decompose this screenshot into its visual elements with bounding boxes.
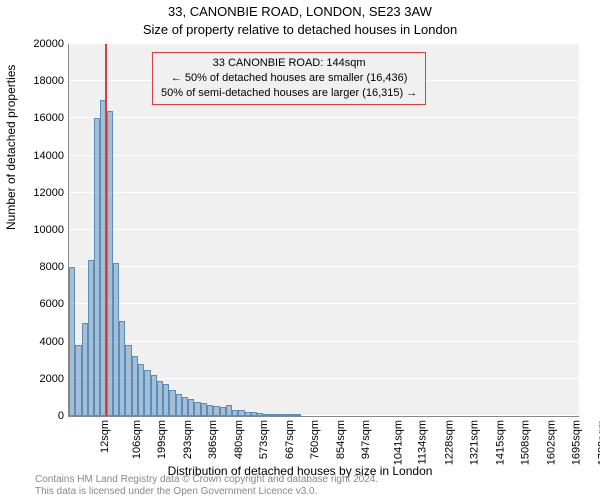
- histogram-bar: [295, 414, 301, 416]
- y-tick-label: 18000: [14, 75, 64, 87]
- chart-container: 33, CANONBIE ROAD, LONDON, SE23 3AW Size…: [0, 0, 600, 500]
- x-tick-label: 1602sqm: [545, 420, 557, 465]
- gridline: [69, 155, 579, 156]
- y-tick-label: 16000: [14, 112, 64, 124]
- x-tick-label: 106sqm: [131, 420, 143, 459]
- gridline: [69, 341, 579, 342]
- marker-line: [105, 44, 107, 416]
- y-tick-label: 0: [14, 410, 64, 422]
- attribution-line-2: This data is licensed under the Open Gov…: [35, 486, 378, 498]
- annotation-line-3: 50% of semi-detached houses are larger (…: [161, 86, 417, 101]
- x-tick-label: 1321sqm: [468, 420, 480, 465]
- gridline: [69, 117, 579, 118]
- annotation-line-2: ← 50% of detached houses are smaller (16…: [161, 71, 417, 86]
- title-line-2: Size of property relative to detached ho…: [0, 22, 600, 37]
- annotation-box: 33 CANONBIE ROAD: 144sqm ← 50% of detach…: [152, 52, 426, 105]
- y-tick-label: 2000: [14, 373, 64, 385]
- x-tick-label: 1041sqm: [392, 420, 404, 465]
- gridline: [69, 192, 579, 193]
- y-tick-label: 6000: [14, 298, 64, 310]
- gridline: [69, 43, 579, 44]
- x-tick-label: 1415sqm: [494, 420, 506, 465]
- annotation-line-1: 33 CANONBIE ROAD: 144sqm: [161, 56, 417, 71]
- x-tick-label: 1228sqm: [443, 420, 455, 465]
- x-tick-label: 1789sqm: [596, 420, 600, 465]
- gridline: [69, 229, 579, 230]
- gridline: [69, 303, 579, 304]
- x-tick-label: 947sqm: [360, 420, 372, 459]
- y-tick-label: 10000: [14, 224, 64, 236]
- y-tick-label: 4000: [14, 336, 64, 348]
- x-tick-label: 480sqm: [233, 420, 245, 459]
- x-tick-label: 199sqm: [156, 420, 168, 459]
- y-tick-label: 8000: [14, 261, 64, 273]
- x-tick-label: 293sqm: [182, 420, 194, 459]
- attribution: Contains HM Land Registry data © Crown c…: [35, 474, 378, 498]
- x-tick-label: 1508sqm: [519, 420, 531, 465]
- y-tick-label: 20000: [14, 38, 64, 50]
- title-line-1: 33, CANONBIE ROAD, LONDON, SE23 3AW: [0, 4, 600, 19]
- x-tick-label: 854sqm: [335, 420, 347, 459]
- x-tick-label: 1695sqm: [570, 420, 582, 465]
- x-tick-label: 667sqm: [284, 420, 296, 459]
- y-axis-label: Number of detached properties: [4, 65, 18, 230]
- x-tick-label: 1134sqm: [416, 420, 428, 464]
- gridline: [69, 266, 579, 267]
- y-tick-label: 14000: [14, 150, 64, 162]
- x-tick-label: 573sqm: [258, 420, 270, 459]
- y-tick-label: 12000: [14, 187, 64, 199]
- x-tick-label: 760sqm: [309, 420, 321, 459]
- x-tick-label: 12sqm: [99, 420, 111, 453]
- attribution-line-1: Contains HM Land Registry data © Crown c…: [35, 474, 378, 486]
- x-tick-label: 386sqm: [207, 420, 219, 459]
